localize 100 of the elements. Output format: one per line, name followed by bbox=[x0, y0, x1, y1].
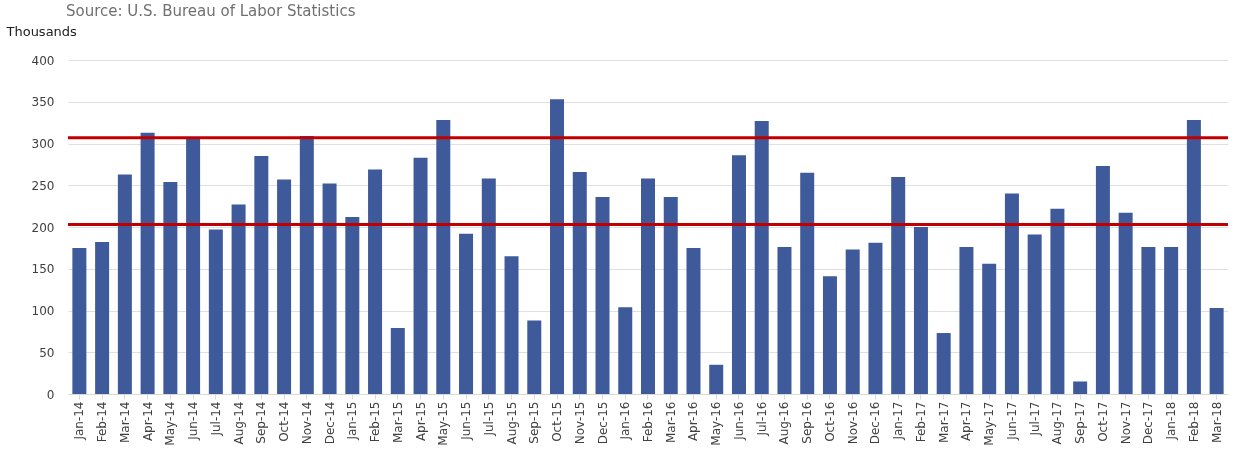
x-tick-label: Aug-17 bbox=[1050, 401, 1065, 445]
y-tick-label: 0 bbox=[46, 387, 55, 402]
x-tick-label: Dec-16 bbox=[868, 401, 883, 445]
bar bbox=[163, 181, 178, 394]
x-tick-label: Sep-14 bbox=[254, 401, 269, 444]
bar bbox=[982, 263, 997, 394]
x-tick-label: Jan-15 bbox=[345, 401, 360, 441]
bar bbox=[1141, 247, 1156, 394]
x-tick-label: Mar-17 bbox=[936, 401, 951, 443]
x-tick-label: May-14 bbox=[163, 401, 178, 446]
bar bbox=[822, 276, 837, 394]
x-tick-label: Jun-17 bbox=[1004, 401, 1019, 441]
bar bbox=[618, 307, 633, 394]
bar bbox=[1095, 166, 1110, 394]
bar bbox=[504, 256, 519, 394]
bar bbox=[277, 179, 292, 394]
x-tick-label: Oct-16 bbox=[822, 401, 837, 442]
bar bbox=[1186, 120, 1201, 394]
x-tick-label: Aug-16 bbox=[777, 401, 792, 445]
x-tick-label: Nov-17 bbox=[1118, 401, 1133, 445]
bar bbox=[845, 249, 860, 394]
x-tick-label: Mar-18 bbox=[1209, 401, 1224, 443]
bar bbox=[754, 120, 769, 394]
bar bbox=[1027, 234, 1042, 394]
x-tick-label: Jul-14 bbox=[208, 401, 223, 437]
y-tick-label: 150 bbox=[31, 262, 55, 277]
x-tick-label: Jul-15 bbox=[481, 401, 496, 437]
bar bbox=[413, 157, 428, 394]
bar bbox=[368, 169, 383, 394]
bar bbox=[800, 172, 815, 394]
x-tick-label: Feb-14 bbox=[95, 401, 110, 443]
bar bbox=[1118, 212, 1133, 394]
bar bbox=[208, 229, 223, 394]
x-tick-label: Jul-17 bbox=[1027, 401, 1042, 437]
bar bbox=[117, 174, 132, 394]
y-tick-label: 400 bbox=[31, 53, 55, 68]
bar bbox=[1164, 247, 1179, 394]
x-tick-label: Oct-15 bbox=[550, 401, 565, 442]
x-tick-label: Jun-15 bbox=[459, 401, 474, 441]
x-tick-label: Jul-16 bbox=[754, 401, 769, 437]
x-tick-label: Sep-16 bbox=[800, 401, 815, 444]
x-tick-label: Feb-16 bbox=[641, 401, 655, 443]
bar bbox=[186, 137, 201, 394]
x-tick-label: May-17 bbox=[982, 401, 997, 446]
x-tick-label: Dec-17 bbox=[1141, 401, 1156, 445]
x-tick-label: Mar-16 bbox=[663, 401, 678, 443]
x-tick-label: Feb-15 bbox=[368, 401, 383, 443]
bar bbox=[254, 156, 269, 394]
x-tick-label: Dec-14 bbox=[322, 401, 337, 445]
bar bbox=[459, 233, 474, 394]
x-tick-label: Feb-17 bbox=[913, 401, 928, 443]
y-tick-label: 100 bbox=[31, 304, 55, 318]
y-tick-label: 200 bbox=[31, 220, 55, 235]
bar bbox=[481, 178, 496, 394]
bar bbox=[436, 120, 451, 394]
source-note: Source: U.S. Bureau of Labor Statistics bbox=[66, 2, 356, 20]
x-tick-label: Oct-17 bbox=[1095, 401, 1110, 442]
bar bbox=[686, 247, 701, 394]
y-axis-title: Thousands bbox=[5, 23, 78, 39]
bar bbox=[140, 132, 155, 394]
x-tick-label: Nov-15 bbox=[572, 401, 587, 445]
x-tick-label: Oct-14 bbox=[277, 401, 292, 442]
x-tick-label: Jan-18 bbox=[1164, 401, 1179, 441]
x-tick-label: Apr-17 bbox=[959, 401, 974, 442]
bar bbox=[891, 176, 906, 394]
bar bbox=[731, 155, 746, 394]
bar bbox=[936, 333, 951, 394]
x-tick-label: Jan-17 bbox=[891, 401, 906, 441]
y-tick-label: 300 bbox=[31, 137, 55, 151]
bar bbox=[868, 242, 883, 394]
bar bbox=[777, 247, 792, 394]
x-tick-label: Nov-16 bbox=[845, 401, 860, 445]
bar bbox=[72, 247, 87, 394]
bar bbox=[95, 242, 110, 394]
bar bbox=[959, 247, 974, 394]
x-tick-label: Aug-15 bbox=[504, 401, 519, 445]
y-tick-label: 250 bbox=[31, 178, 55, 193]
bar bbox=[572, 171, 587, 394]
x-tick-label: Nov-14 bbox=[299, 401, 314, 445]
bar bbox=[322, 183, 337, 394]
bar bbox=[1209, 308, 1224, 394]
y-tick-label: 50 bbox=[39, 345, 55, 360]
x-tick-label: Sep-15 bbox=[527, 401, 542, 444]
bar bbox=[913, 227, 928, 394]
x-tick-label: Jan-14 bbox=[72, 401, 87, 441]
bar bbox=[550, 99, 565, 394]
x-tick-label: Apr-15 bbox=[413, 401, 428, 442]
x-tick-label: Jan-16 bbox=[618, 401, 633, 441]
bar bbox=[1073, 381, 1088, 394]
bar bbox=[527, 320, 542, 394]
bar bbox=[709, 364, 724, 394]
x-tick-label: Apr-16 bbox=[686, 401, 701, 442]
x-tick-label: Mar-14 bbox=[117, 401, 132, 443]
x-tick-label: Jun-14 bbox=[186, 401, 201, 441]
x-tick-label: Aug-14 bbox=[231, 401, 246, 445]
bar bbox=[231, 204, 246, 394]
x-tick-label: Mar-15 bbox=[390, 401, 405, 443]
bar bbox=[345, 216, 360, 394]
bar bbox=[390, 328, 405, 394]
x-tick-label: Feb-18 bbox=[1186, 401, 1201, 443]
